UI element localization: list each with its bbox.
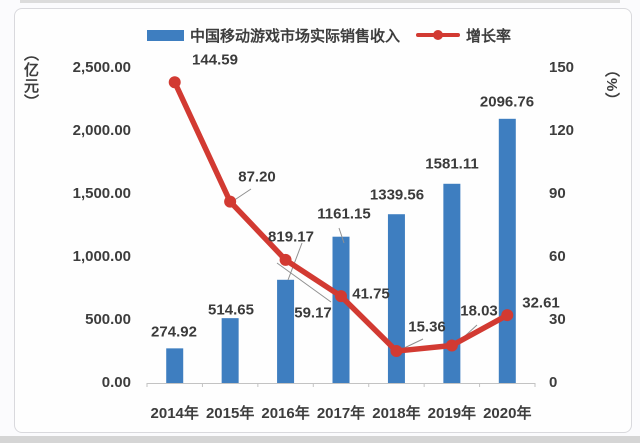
left-axis-unit-label: （亿元）: [22, 46, 39, 110]
line-point-2019年: [445, 339, 458, 352]
top-divider: [20, 0, 620, 3]
x-axis-label-2015: 2015年: [205, 405, 255, 422]
x-axis-label-2016: 2016年: [261, 405, 310, 422]
growth-value-label: 15.36: [408, 318, 446, 336]
right-axis-tick-label: 120: [549, 122, 575, 139]
x-axis-label-2018: 2018年: [372, 405, 421, 422]
right-axis-tick-label: 0: [549, 374, 558, 391]
label-leader-line: [232, 188, 252, 202]
line-point-2015年: [224, 195, 237, 208]
label-leader-line: [338, 227, 345, 244]
bar-value-label: 2096.76: [479, 93, 535, 111]
legend-line-marker-icon: [416, 29, 460, 41]
growth-value-label: 144.59: [192, 51, 238, 69]
label-leader-line: [276, 262, 332, 303]
x-axis-label-2014: 2014年: [150, 405, 199, 422]
bottom-divider: [0, 436, 640, 443]
bar-2016年: [277, 279, 295, 383]
x-axis-label-2019: 2019年: [427, 405, 477, 422]
bar-2019年: [443, 183, 461, 383]
legend-bar-label: 中国移动游戏市场实际销售收入: [190, 27, 401, 45]
growth-value-label: 18.03: [460, 302, 498, 320]
right-axis-unit-label: （%）: [603, 62, 620, 109]
left-axis-tick-label: 500.00: [85, 311, 131, 328]
line-point-2020年: [501, 309, 514, 322]
right-axis-tick-label: 150: [549, 59, 575, 76]
bar-value-label: 514.65: [208, 301, 254, 319]
line-point-2016年: [279, 253, 292, 266]
bar-value-label: 819.17: [268, 228, 314, 246]
bar-2017年: [332, 236, 350, 383]
bar-value-label: 1339.56: [369, 186, 425, 204]
line-point-2018年: [390, 345, 403, 358]
x-axis-label-2017: 2017年: [316, 405, 366, 422]
growth-value-label: 41.75: [352, 285, 390, 303]
line-point-2017年: [335, 290, 348, 303]
right-axis-tick-label: 60: [549, 248, 566, 265]
chart-card: [14, 8, 632, 433]
bar-value-label: 1161.15: [317, 205, 371, 223]
left-axis-tick-label: 2,500.00: [72, 59, 131, 76]
right-axis-tick-label: 90: [549, 185, 566, 202]
left-axis-tick-label: 1,500.00: [72, 185, 131, 202]
left-axis-tick-label: 2,000.00: [72, 122, 131, 139]
growth-value-label: 32.61: [522, 294, 560, 312]
right-axis-tick-label: 30: [549, 311, 566, 328]
growth-value-label: 87.20: [238, 168, 276, 186]
left-axis-tick-label: 0.00: [101, 374, 131, 391]
growth-value-label: 59.17: [294, 304, 332, 322]
legend-bar-swatch-icon: [147, 29, 184, 41]
bar-2015年: [221, 318, 239, 383]
left-axis-tick-label: 1,000.00: [72, 248, 131, 265]
x-axis-label-2020: 2020年: [483, 405, 532, 422]
bar-value-label: 274.92: [151, 323, 197, 341]
bar-2020年: [498, 118, 516, 384]
legend-item-revenue: 中国移动游戏市场实际销售收入: [147, 26, 401, 45]
legend-line-label: 增长率: [466, 27, 512, 45]
bar-value-label: 1581.11: [425, 155, 479, 173]
bar-2014年: [166, 348, 184, 383]
line-point-2014年: [168, 76, 181, 89]
legend-item-growth: 增长率: [416, 26, 512, 45]
bar-2018年: [387, 214, 405, 383]
label-leader-line: [287, 242, 303, 281]
